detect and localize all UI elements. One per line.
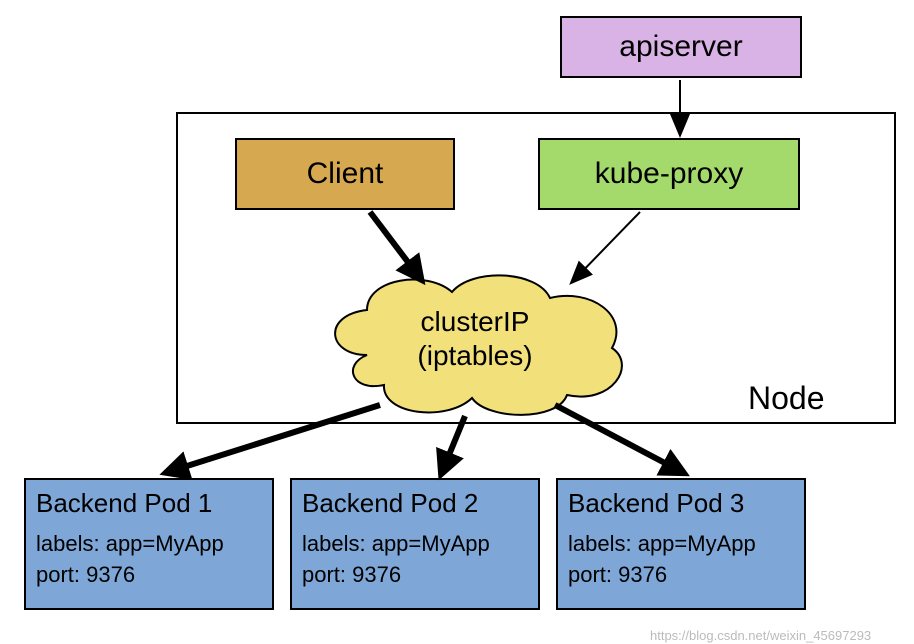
pod1-labels: labels: app=MyApp (36, 529, 262, 560)
apiserver-label: apiserver (619, 30, 742, 64)
kubeproxy-label: kube-proxy (595, 157, 743, 191)
client-label: Client (307, 157, 384, 191)
clusterip-label: clusterIP (iptables) (385, 305, 565, 372)
pod2-title: Backend Pod 2 (302, 488, 528, 519)
backend-pod-3: Backend Pod 3 labels: app=MyApp port: 93… (556, 478, 806, 610)
apiserver-box: apiserver (560, 16, 802, 78)
pod3-port: port: 9376 (568, 560, 794, 591)
client-box: Client (235, 138, 455, 210)
node-label: Node (748, 380, 825, 417)
backend-pod-1: Backend Pod 1 labels: app=MyApp port: 93… (24, 478, 274, 610)
pod2-labels: labels: app=MyApp (302, 529, 528, 560)
pod3-labels: labels: app=MyApp (568, 529, 794, 560)
kubeproxy-box: kube-proxy (538, 138, 800, 210)
clusterip-line1: clusterIP (385, 305, 565, 339)
backend-pod-2: Backend Pod 2 labels: app=MyApp port: 93… (290, 478, 540, 610)
pod2-port: port: 9376 (302, 560, 528, 591)
kube-proxy-diagram: Node apiserver Client kube-proxy cluster… (0, 0, 914, 644)
watermark-text: https://blog.csdn.net/weixin_45697293 (650, 628, 871, 643)
clusterip-line2: (iptables) (385, 339, 565, 373)
pod3-title: Backend Pod 3 (568, 488, 794, 519)
pod1-port: port: 9376 (36, 560, 262, 591)
pod1-title: Backend Pod 1 (36, 488, 262, 519)
